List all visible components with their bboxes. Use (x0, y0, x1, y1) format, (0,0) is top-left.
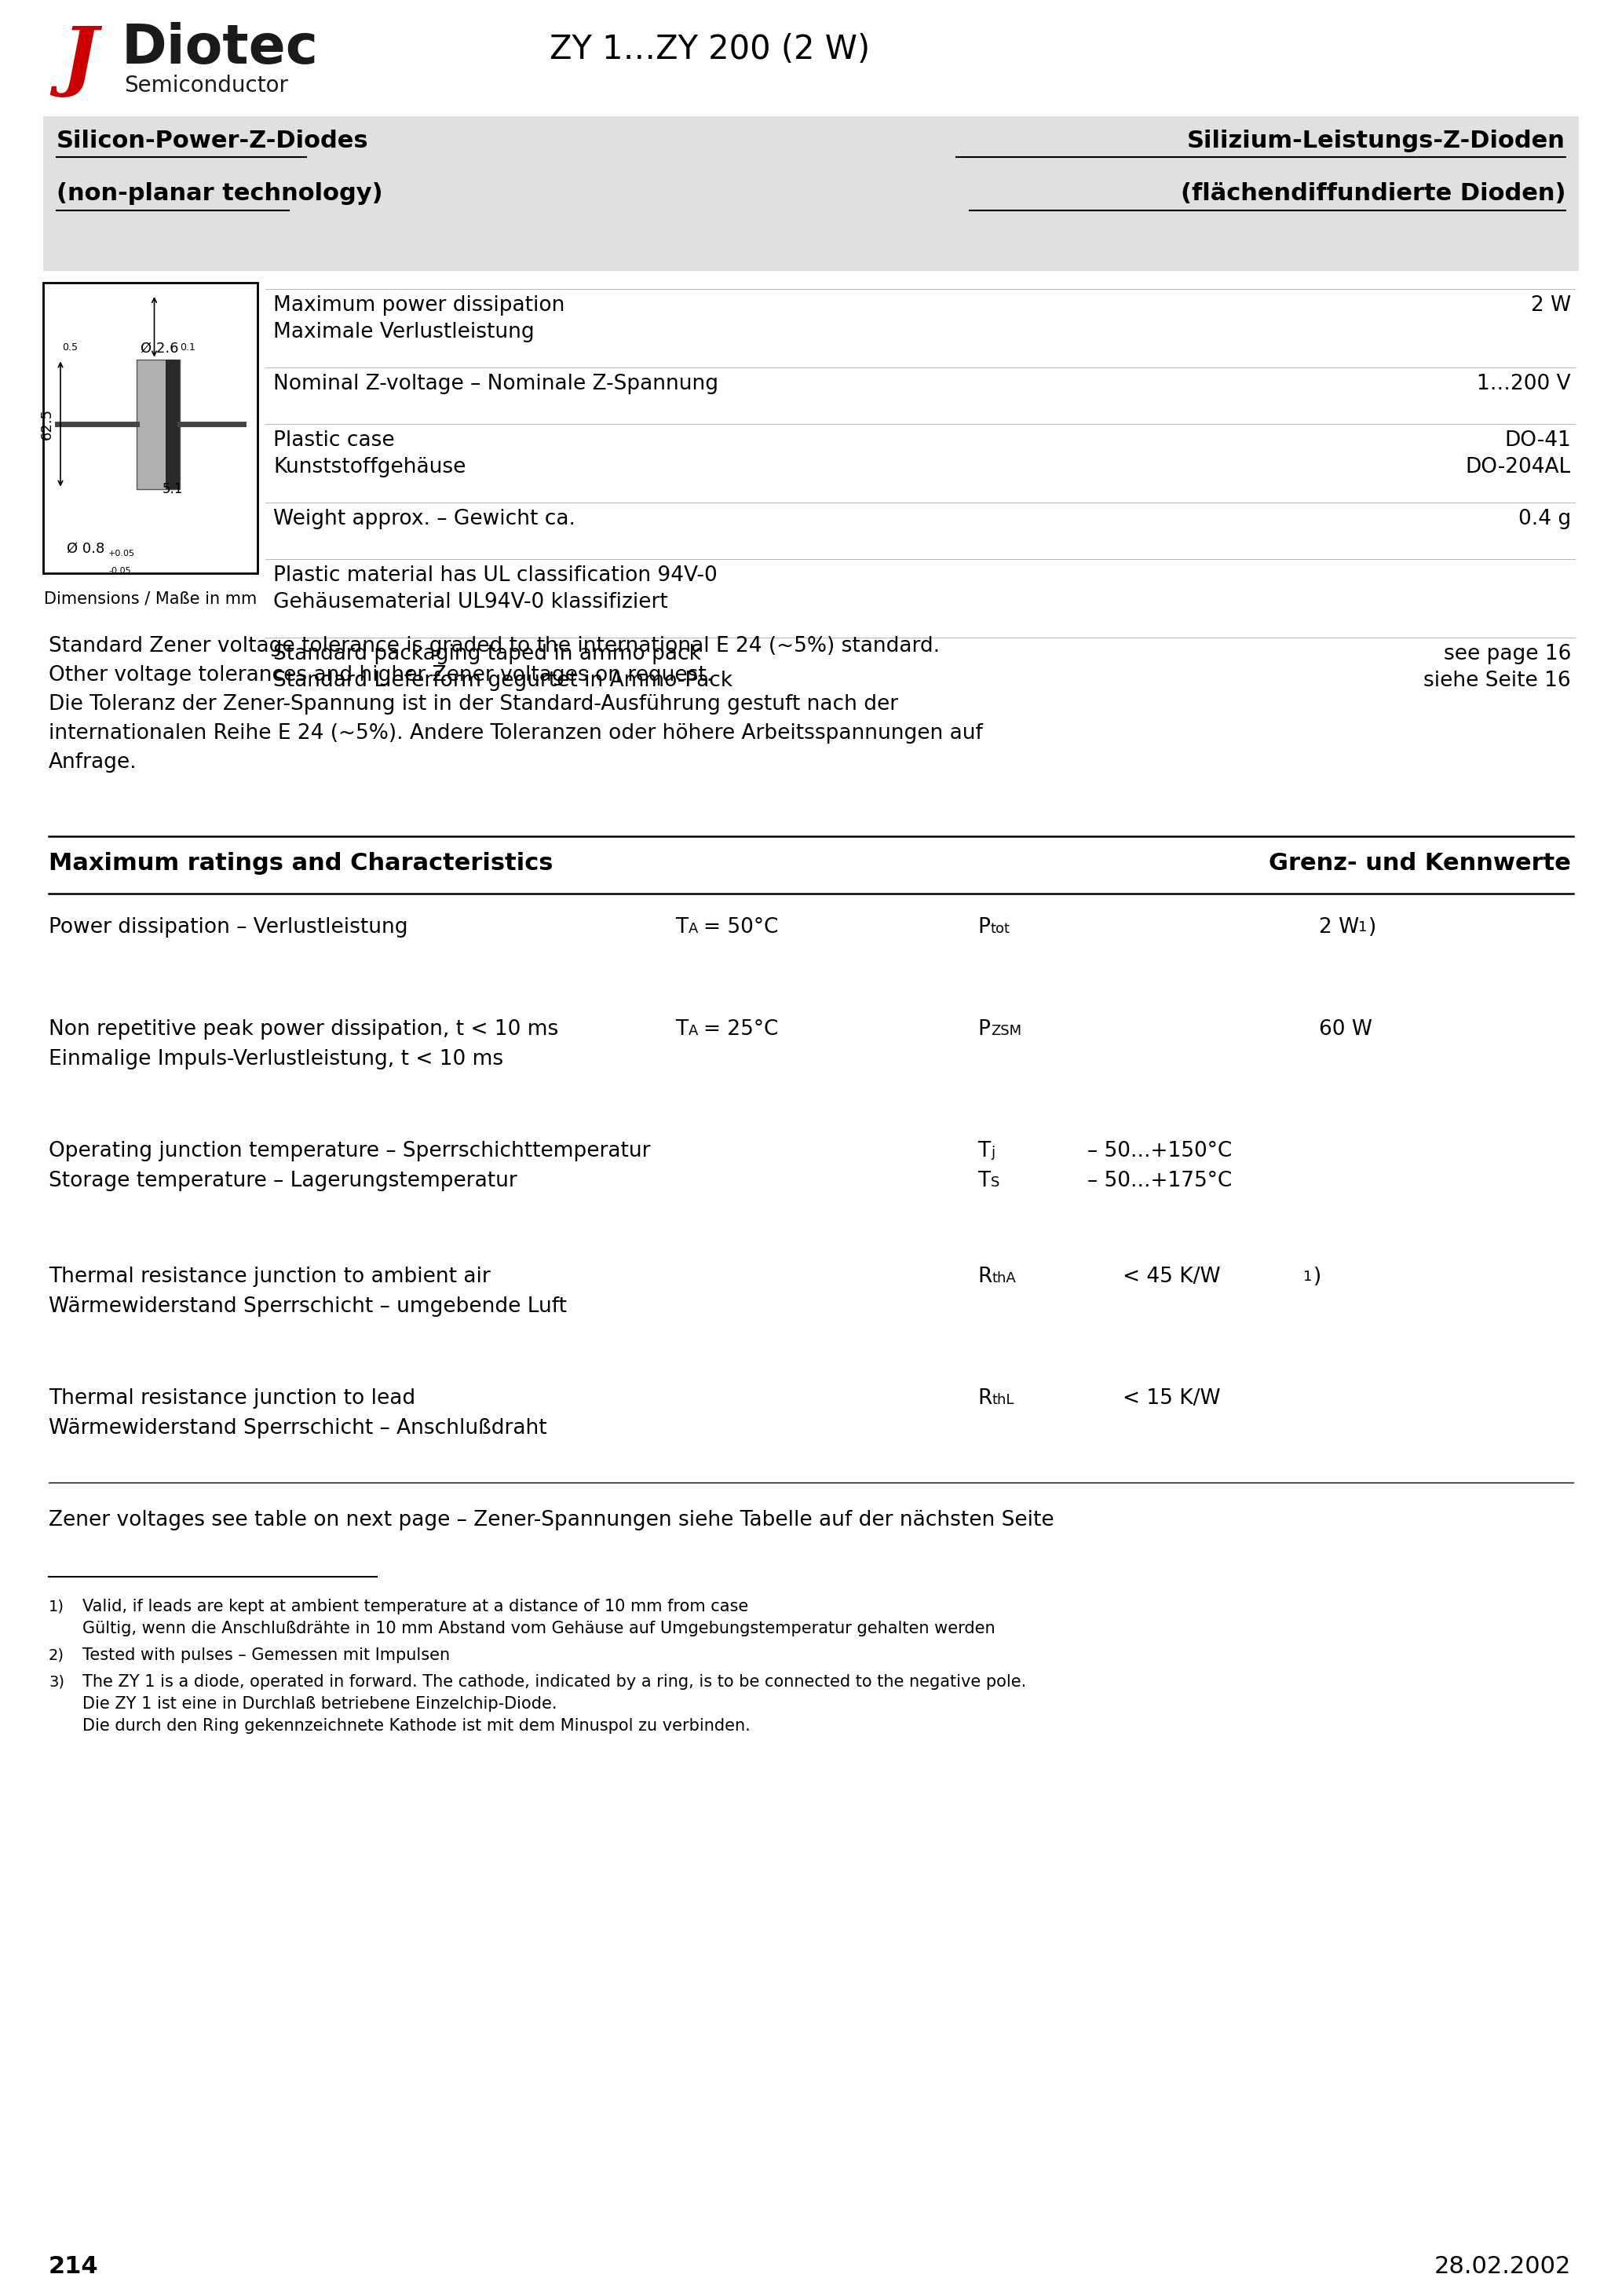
Text: tot: tot (991, 923, 1011, 937)
Bar (165, 358, 180, 489)
Text: Silizium-Leistungs-Z-Dioden: Silizium-Leistungs-Z-Dioden (1187, 129, 1565, 152)
Text: Nominal Z-voltage – Nominale Z-Spannung: Nominal Z-voltage – Nominale Z-Spannung (272, 374, 719, 395)
Text: Standard Zener voltage tolerance is graded to the international E 24 (~5%) stand: Standard Zener voltage tolerance is grad… (49, 636, 939, 657)
Text: J: J (62, 23, 97, 96)
Text: T: T (978, 1141, 989, 1162)
Text: Operating junction temperature – Sperrschichttemperatur: Operating junction temperature – Sperrsc… (49, 1141, 650, 1162)
Text: (non-planar technology): (non-planar technology) (57, 181, 383, 204)
Text: thL: thL (993, 1394, 1015, 1407)
Text: T: T (978, 1171, 989, 1192)
Text: 62.5: 62.5 (41, 409, 54, 441)
Text: 60 W: 60 W (1319, 1019, 1372, 1040)
Text: – 50...+150°C: – 50...+150°C (1087, 1141, 1233, 1162)
Text: Tested with pulses – Gemessen mit Impulsen: Tested with pulses – Gemessen mit Impuls… (83, 1649, 449, 1662)
Text: Dimensions / Maße in mm: Dimensions / Maße in mm (44, 590, 256, 606)
Text: A: A (688, 923, 697, 937)
Text: see page 16: see page 16 (1444, 643, 1572, 664)
Text: Other voltage tolerances and higher Zener voltages on request.: Other voltage tolerances and higher Zene… (49, 666, 714, 687)
Text: Maximum ratings and Characteristics: Maximum ratings and Characteristics (49, 852, 553, 875)
Text: Anfrage.: Anfrage. (49, 753, 138, 774)
Text: 2 W: 2 W (1319, 916, 1359, 937)
Text: (flächendiffundierte Dioden): (flächendiffundierte Dioden) (1181, 181, 1565, 204)
Text: ZY 1…ZY 200 (2 W): ZY 1…ZY 200 (2 W) (550, 32, 869, 67)
Text: Non repetitive peak power dissipation, t < 10 ms: Non repetitive peak power dissipation, t… (49, 1019, 558, 1040)
Text: 28.02.2002: 28.02.2002 (1434, 2255, 1572, 2278)
Text: Grenz- und Kennwerte: Grenz- und Kennwerte (1268, 852, 1572, 875)
Text: T: T (675, 1019, 688, 1040)
Text: Die ZY 1 ist eine in Durchlaß betriebene Einzelchip-Diode.: Die ZY 1 ist eine in Durchlaß betriebene… (83, 1697, 556, 1713)
Text: Thermal resistance junction to ambient air: Thermal resistance junction to ambient a… (49, 1267, 490, 1288)
Text: Plastic material has UL classification 94V-0: Plastic material has UL classification 9… (272, 565, 717, 585)
Text: T: T (675, 916, 688, 937)
Text: Wärmewiderstand Sperrschicht – Anschlußdraht: Wärmewiderstand Sperrschicht – Anschlußd… (49, 1419, 547, 1440)
Text: Wärmewiderstand Sperrschicht – umgebende Luft: Wärmewiderstand Sperrschicht – umgebende… (49, 1297, 566, 1318)
Text: Standard packaging taped in ammo pack: Standard packaging taped in ammo pack (272, 643, 701, 664)
Text: 2): 2) (49, 1649, 65, 1662)
Text: 2 W: 2 W (1531, 296, 1572, 315)
Text: ): ) (1369, 916, 1377, 937)
Text: 1): 1) (49, 1598, 65, 1614)
Text: siehe Seite 16: siehe Seite 16 (1424, 670, 1572, 691)
Text: 0.4 g: 0.4 g (1518, 510, 1572, 530)
Text: -0.05: -0.05 (109, 567, 131, 574)
Text: Standard Lieferform gegurtet in Ammo-Pack: Standard Lieferform gegurtet in Ammo-Pac… (272, 670, 733, 691)
Text: Semiconductor: Semiconductor (123, 73, 289, 96)
Text: R: R (978, 1267, 993, 1288)
Text: Einmalige Impuls-Verlustleistung, t < 10 ms: Einmalige Impuls-Verlustleistung, t < 10… (49, 1049, 503, 1070)
Text: Gültig, wenn die Anschlußdrähte in 10 mm Abstand vom Gehäuse auf Umgebungstemper: Gültig, wenn die Anschlußdrähte in 10 mm… (83, 1621, 996, 1637)
Bar (136, 358, 180, 489)
Text: 0.5: 0.5 (62, 342, 78, 354)
Text: 1: 1 (1358, 921, 1367, 934)
Text: 1: 1 (1302, 1270, 1312, 1283)
Text: 1…200 V: 1…200 V (1478, 374, 1572, 395)
Text: The ZY 1 is a diode, operated in forward. The cathode, indicated by a ring, is t: The ZY 1 is a diode, operated in forward… (83, 1674, 1027, 1690)
Text: Gehäusematerial UL94V-0 klassifiziert: Gehäusematerial UL94V-0 klassifiziert (272, 592, 668, 613)
Bar (44, 282, 258, 574)
Text: P: P (978, 1019, 989, 1040)
Text: Die Toleranz der Zener-Spannung ist in der Standard-Ausführung gestuft nach der: Die Toleranz der Zener-Spannung ist in d… (49, 693, 899, 714)
Text: Power dissipation – Verlustleistung: Power dissipation – Verlustleistung (49, 916, 407, 937)
Text: ): ) (1314, 1267, 1322, 1288)
Text: R: R (978, 1389, 993, 1410)
Text: Kunststoffgehäuse: Kunststoffgehäuse (272, 457, 466, 478)
Text: internationalen Reihe E 24 (~5%). Andere Toleranzen oder höhere Arbeitsspannunge: internationalen Reihe E 24 (~5%). Andere… (49, 723, 983, 744)
Text: < 45 K/W: < 45 K/W (1122, 1267, 1220, 1288)
Text: Plastic case: Plastic case (272, 429, 394, 450)
Text: Maximale Verlustleistung: Maximale Verlustleistung (272, 321, 534, 342)
Text: ZSM: ZSM (991, 1024, 1022, 1038)
Text: j: j (991, 1146, 994, 1159)
Text: Thermal resistance junction to lead: Thermal resistance junction to lead (49, 1389, 415, 1410)
Text: Maximum power dissipation: Maximum power dissipation (272, 296, 564, 315)
Text: 5.1: 5.1 (162, 482, 183, 496)
Text: = 50°C: = 50°C (704, 916, 779, 937)
Text: Ø 0.8: Ø 0.8 (67, 542, 104, 556)
Text: 214: 214 (49, 2255, 99, 2278)
Text: = 25°C: = 25°C (704, 1019, 779, 1040)
Text: Silicon-Power-Z-Diodes: Silicon-Power-Z-Diodes (57, 129, 368, 152)
Text: 0.1: 0.1 (180, 342, 195, 354)
Text: thA: thA (993, 1272, 1017, 1286)
Text: Diotec: Diotec (122, 23, 320, 73)
Text: Valid, if leads are kept at ambient temperature at a distance of 10 mm from case: Valid, if leads are kept at ambient temp… (83, 1598, 748, 1614)
Text: Weight approx. – Gewicht ca.: Weight approx. – Gewicht ca. (272, 510, 576, 530)
Bar (44, 117, 1578, 271)
Text: Zener voltages see table on next page – Zener-Spannungen siehe Tabelle auf der n: Zener voltages see table on next page – … (49, 1511, 1054, 1531)
Text: – 50...+175°C: – 50...+175°C (1087, 1171, 1233, 1192)
Text: P: P (978, 916, 989, 937)
Text: DO-41: DO-41 (1505, 429, 1572, 450)
Text: A: A (688, 1024, 697, 1038)
Text: 3): 3) (49, 1674, 65, 1690)
Text: Storage temperature – Lagerungstemperatur: Storage temperature – Lagerungstemperatu… (49, 1171, 517, 1192)
Text: +0.05: +0.05 (109, 549, 135, 558)
Text: Ø 2.6: Ø 2.6 (141, 342, 178, 356)
Text: DO-204AL: DO-204AL (1466, 457, 1572, 478)
Text: Die durch den Ring gekennzeichnete Kathode ist mit dem Minuspol zu verbinden.: Die durch den Ring gekennzeichnete Katho… (83, 1717, 751, 1733)
Text: S: S (991, 1176, 999, 1189)
Text: < 15 K/W: < 15 K/W (1122, 1389, 1220, 1410)
